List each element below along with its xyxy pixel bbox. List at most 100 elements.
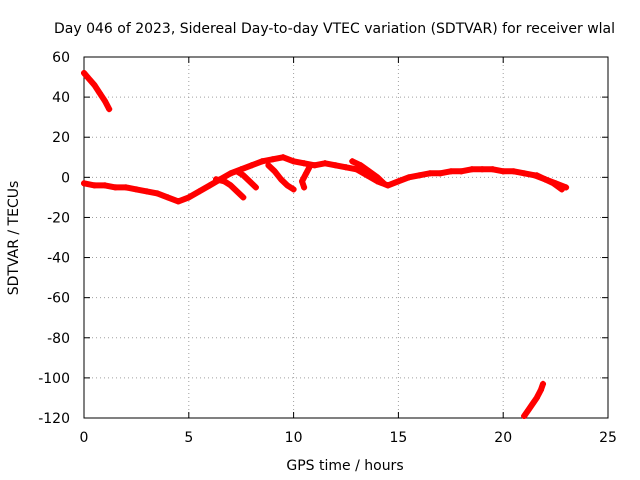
data-point (405, 174, 412, 181)
data-point (447, 168, 454, 175)
data-point (537, 386, 544, 393)
data-point (558, 186, 565, 193)
data-point (91, 82, 98, 89)
data-point (265, 162, 272, 169)
data-point (540, 380, 547, 387)
x-tick-label: 0 (80, 430, 89, 446)
data-point (196, 188, 203, 195)
series-main-trace (81, 154, 570, 205)
data-point (380, 180, 387, 187)
data-point (101, 182, 108, 189)
plot-frame (83, 56, 609, 419)
data-points (81, 70, 570, 419)
chart-title: Day 046 of 2023, Sidereal Day-to-day VTE… (54, 21, 615, 37)
data-point (259, 158, 266, 165)
data-point (96, 90, 103, 97)
data-point (525, 406, 532, 413)
data-point (227, 170, 234, 177)
y-axis-title: SDTVAR / TECUs (6, 181, 22, 296)
y-tick-label: 0 (61, 170, 70, 186)
data-point (343, 164, 349, 171)
x-tick-label: 25 (599, 430, 617, 446)
data-point (500, 168, 507, 175)
axis-ticks: 0 5 10 15 20 25 60 40 20 0 -20 -40 -60 -80 -100 -120 (38, 50, 617, 446)
data-point (143, 188, 150, 195)
data-point (395, 178, 402, 185)
data-point (322, 160, 329, 167)
data-point (479, 166, 486, 173)
data-point (550, 180, 557, 187)
data-point (269, 156, 276, 163)
data-point (252, 184, 259, 191)
x-tick-label: 5 (184, 430, 193, 446)
data-point (366, 168, 373, 175)
data-point (248, 162, 255, 169)
data-point (133, 186, 140, 193)
data-point (106, 106, 113, 113)
data-point (246, 178, 253, 185)
y-tick-label: -60 (47, 291, 70, 307)
data-point (349, 158, 356, 165)
y-tick-label: -100 (38, 371, 70, 387)
data-point (529, 400, 536, 407)
series-line (533, 172, 565, 193)
y-tick-label: 40 (52, 90, 70, 106)
series-arc-22 (533, 172, 565, 193)
data-point (298, 178, 305, 185)
data-point (301, 160, 308, 167)
data-point (240, 172, 247, 179)
data-point (533, 172, 540, 179)
data-point (164, 194, 171, 201)
y-tick-label: -80 (47, 331, 70, 347)
data-point (213, 176, 220, 183)
data-point (437, 170, 444, 177)
data-point (301, 184, 308, 191)
data-point (489, 166, 496, 173)
data-point (280, 154, 287, 161)
x-tick-label: 10 (285, 430, 303, 446)
x-axis-title: GPS time / hours (286, 458, 403, 474)
data-point (374, 174, 381, 181)
y-tick-label: -20 (47, 210, 70, 226)
data-point (81, 70, 87, 77)
data-point (271, 168, 278, 175)
data-point (81, 180, 87, 187)
x-tick-label: 15 (389, 430, 407, 446)
series-arc-7 (213, 176, 247, 201)
data-point (458, 168, 465, 175)
data-point (290, 158, 297, 165)
data-point (278, 176, 285, 183)
data-point (468, 166, 475, 173)
data-point (154, 190, 161, 197)
data-point (307, 162, 314, 169)
series-arc-21 (521, 380, 547, 419)
data-point (122, 184, 129, 191)
data-point (206, 182, 213, 189)
data-point (357, 162, 364, 169)
series-arc-9 (265, 162, 297, 193)
data-point (240, 194, 247, 201)
y-tick-label: -40 (47, 251, 70, 267)
data-point (221, 178, 228, 185)
data-point (234, 168, 241, 175)
x-tick-label: 20 (494, 430, 512, 446)
data-point (112, 184, 119, 191)
y-tick-label: 20 (52, 130, 70, 146)
series-arc-8 (234, 168, 259, 191)
data-point (91, 182, 98, 189)
series-line (234, 168, 259, 191)
series-arc-13 (349, 158, 387, 187)
data-point (533, 394, 540, 401)
data-point (426, 170, 433, 177)
data-point (521, 170, 528, 177)
series-arc-start (81, 70, 113, 113)
data-point (521, 412, 528, 419)
data-point (284, 182, 291, 189)
data-point (86, 76, 93, 83)
data-point (303, 170, 310, 177)
grid-lines (84, 57, 608, 418)
data-point (542, 176, 549, 183)
data-point (510, 168, 517, 175)
